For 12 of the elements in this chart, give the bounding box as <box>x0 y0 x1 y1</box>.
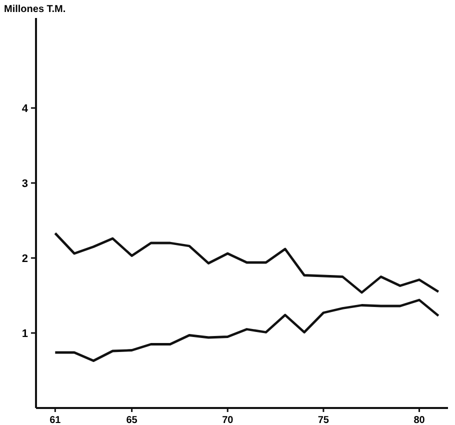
x-tick-label: 80 <box>414 415 426 425</box>
y-axis-title: Millones T.M. <box>4 4 66 15</box>
x-tick-label: 65 <box>126 415 138 425</box>
x-tick-label: 61 <box>50 415 62 425</box>
y-tick-label: 2 <box>22 252 28 265</box>
y-tick-label: 4 <box>22 102 29 115</box>
x-tick-label: 70 <box>222 415 234 425</box>
y-tick-label: 1 <box>22 328 28 340</box>
y-tick-label: 3 <box>22 178 28 190</box>
line-series <box>54 298 440 362</box>
line-series <box>54 232 440 294</box>
x-tick-label: 75 <box>318 415 330 425</box>
